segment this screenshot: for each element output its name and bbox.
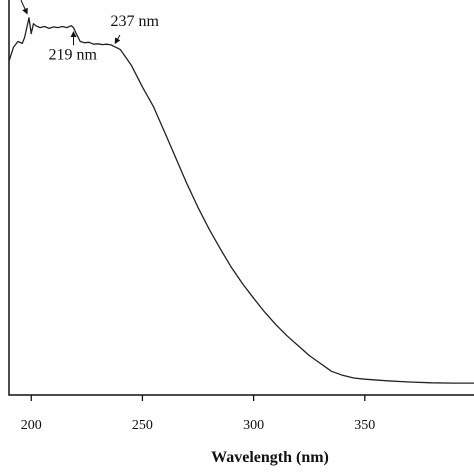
absorbance-series-line bbox=[8, 17, 474, 384]
x-tick-label-300: 300 bbox=[243, 418, 264, 433]
annotation-arrowhead bbox=[114, 37, 121, 45]
x-tick-label-350: 350 bbox=[354, 418, 375, 433]
x-axis-title: Wavelength (nm) bbox=[211, 449, 329, 466]
annotation-label: 219 nm bbox=[48, 47, 97, 64]
annotation-arrowhead bbox=[70, 30, 77, 37]
annotation-label: 237 nm bbox=[111, 13, 160, 30]
annotation-arrowhead bbox=[22, 7, 28, 15]
x-tick-label-250: 250 bbox=[132, 418, 153, 433]
x-axis-ticks bbox=[30, 395, 366, 401]
x-tick-label-200: 200 bbox=[21, 418, 42, 433]
x-axis-tick-labels: 200 250 300 350 bbox=[21, 418, 376, 433]
plot-frame bbox=[8, 0, 474, 396]
